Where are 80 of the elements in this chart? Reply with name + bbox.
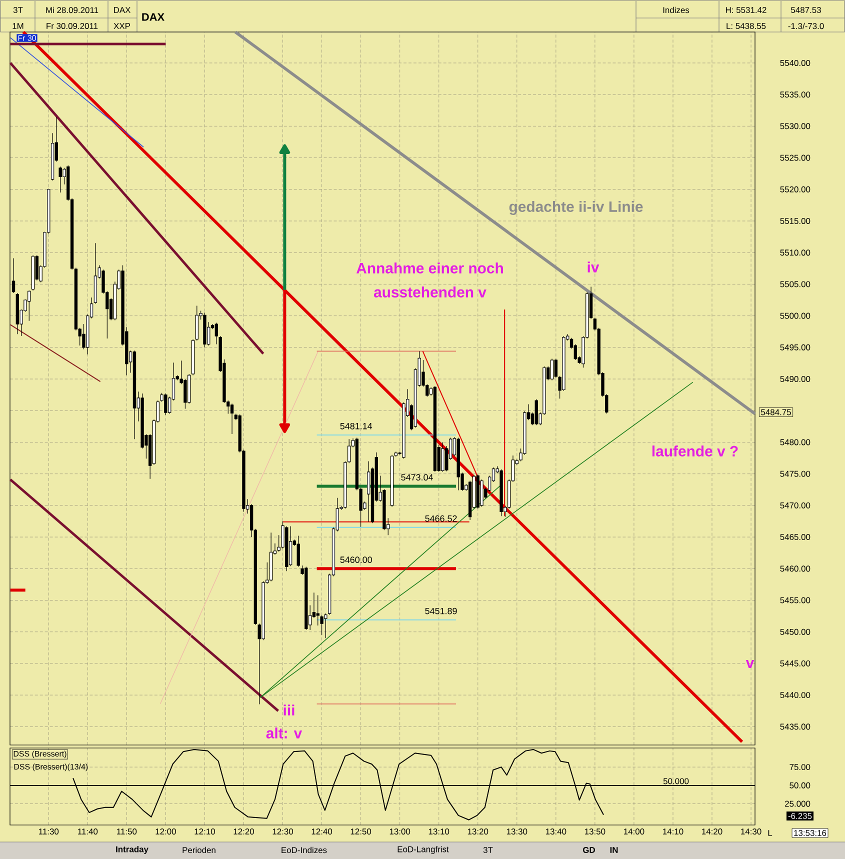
y-tick-label: 5470.00 bbox=[780, 502, 810, 508]
y-tick-label: 5455.00 bbox=[780, 597, 810, 604]
x-tick-label: 12:10 bbox=[194, 828, 215, 835]
y-tick-label: 5475.00 bbox=[780, 470, 810, 477]
data-label: 5473.04 bbox=[401, 474, 433, 481]
data-label: 5451.89 bbox=[425, 608, 457, 614]
y-tick-label: 5495.00 bbox=[780, 344, 810, 350]
x-tick-label: 12:00 bbox=[156, 828, 176, 835]
text: EoD-Indizes bbox=[282, 846, 327, 854]
chart-title: DAX bbox=[142, 13, 164, 21]
text: -6.235 bbox=[788, 813, 812, 819]
text: L: 5438.55 bbox=[726, 22, 766, 29]
x-tick-label: 13:20 bbox=[468, 828, 488, 835]
x-tick-label: 13:40 bbox=[546, 828, 566, 835]
y-tick-label: 5540.00 bbox=[780, 60, 810, 66]
y-tick-label: 5515.00 bbox=[780, 218, 810, 224]
annotation: v bbox=[746, 660, 754, 668]
text: 3T bbox=[13, 7, 23, 13]
x-tick-label: 13:00 bbox=[390, 828, 410, 835]
text: L bbox=[768, 830, 772, 836]
x-tick-label: 13:50 bbox=[584, 828, 606, 835]
annotation: alt: v bbox=[266, 728, 302, 738]
x-tick-label: 13:10 bbox=[428, 828, 450, 835]
x-tick-label: 14:00 bbox=[624, 828, 644, 835]
y-tick-label: 5440.00 bbox=[780, 692, 810, 698]
y-tick-label: 5490.00 bbox=[780, 376, 810, 382]
text: 5487.53 bbox=[791, 7, 821, 13]
text: DAX bbox=[114, 7, 131, 13]
x-tick-label: 12:50 bbox=[350, 828, 372, 835]
y-tick-label: 5525.00 bbox=[780, 154, 810, 161]
y-tick-label: 5460.00 bbox=[780, 566, 810, 572]
text: 3T bbox=[483, 847, 493, 853]
y-tick-label: 5530.00 bbox=[780, 123, 810, 130]
data-label: 5466.52 bbox=[425, 515, 457, 522]
x-tick-label: 12:20 bbox=[234, 828, 254, 835]
y-tick-label: 25.000 bbox=[785, 800, 810, 807]
y-tick-label: 5535.00 bbox=[780, 92, 810, 98]
text: GD bbox=[582, 847, 596, 853]
x-tick-label: 11:40 bbox=[78, 828, 98, 835]
annotation: gedachte ii-iv Linie bbox=[509, 200, 643, 215]
y-tick-label: 5445.00 bbox=[780, 660, 810, 666]
text: Perioden bbox=[182, 846, 216, 854]
y-tick-label: 5480.00 bbox=[780, 439, 810, 446]
annotation: Annahme einer noch bbox=[356, 262, 503, 274]
ref-line-label: 50.000 bbox=[663, 778, 689, 784]
y-tick-label: 50.00 bbox=[790, 782, 810, 788]
x-tick-label: 13:30 bbox=[506, 828, 528, 835]
annotation: iv bbox=[588, 262, 600, 272]
annotation: iii bbox=[284, 704, 294, 716]
x-tick-label: 12:30 bbox=[272, 828, 294, 835]
text: XXP bbox=[114, 23, 130, 29]
text: -1.3/-73.0 bbox=[788, 22, 824, 30]
text: Intraday bbox=[116, 846, 148, 854]
data-label: 5460.00 bbox=[340, 556, 372, 563]
text: H: 5531.42 bbox=[726, 7, 766, 13]
annotation: 5484.75 bbox=[761, 409, 791, 416]
text: Mi 28.09.2011 bbox=[46, 6, 98, 14]
text: EoD-Langfrist bbox=[398, 846, 449, 854]
y-tick-label: 5435.00 bbox=[780, 724, 810, 730]
y-tick-label: 5500.00 bbox=[780, 312, 810, 319]
y-tick-label: 5520.00 bbox=[780, 186, 810, 192]
text: 13:53:16 bbox=[794, 830, 826, 836]
x-tick-label: 11:30 bbox=[38, 828, 59, 835]
text: 1M bbox=[12, 23, 24, 29]
x-tick-label: 14:20 bbox=[702, 828, 722, 835]
x-tick-label: 11:50 bbox=[117, 828, 137, 835]
x-tick-label: 14:30 bbox=[741, 828, 762, 835]
x-tick-label: 14:10 bbox=[663, 828, 684, 835]
y-tick-label: 5505.00 bbox=[780, 281, 810, 288]
y-tick-label: 5510.00 bbox=[780, 250, 810, 256]
y-tick-label: 75.00 bbox=[790, 764, 810, 770]
annotation: ausstehenden v bbox=[374, 286, 486, 298]
y-tick-label: 5450.00 bbox=[780, 628, 810, 635]
y-tick-label: 5465.00 bbox=[780, 534, 810, 540]
data-label: 5481.14 bbox=[340, 422, 372, 430]
annotation: laufende v ? bbox=[652, 446, 738, 456]
text: Fr 30.09.2011 bbox=[46, 22, 98, 29]
x-tick-label: 12:40 bbox=[312, 828, 332, 835]
text: IN bbox=[610, 847, 618, 853]
text: Indizes bbox=[663, 6, 690, 14]
